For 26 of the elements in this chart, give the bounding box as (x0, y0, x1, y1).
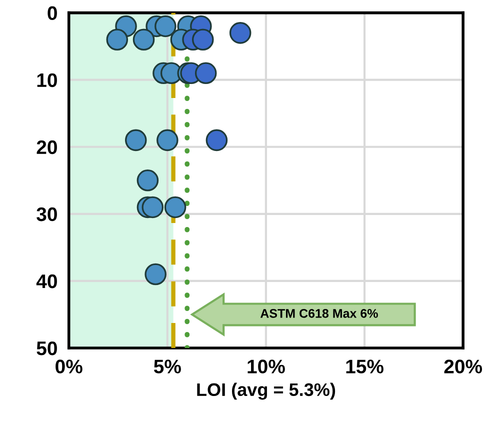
point (142, 196, 164, 218)
point (229, 22, 252, 44)
y-tick-label: 50 (36, 341, 57, 356)
point (132, 28, 155, 51)
x-tick-label: 0% (56, 360, 82, 374)
x-tick-label: 20% (444, 360, 482, 374)
point (156, 129, 178, 152)
point (136, 170, 159, 192)
y-tick-label: 40 (36, 274, 57, 288)
point (106, 28, 128, 51)
x-axis-title: LOI (avg = 5.3%) (197, 382, 336, 400)
point (192, 28, 214, 51)
point (154, 15, 176, 38)
point (194, 62, 217, 84)
y-tick-label: 0 (48, 6, 57, 20)
point (164, 196, 186, 218)
x-tick-label: 10% (248, 360, 285, 374)
x-tick-label: 15% (346, 360, 384, 374)
y-tick-label: 10 (37, 73, 57, 88)
y-tick-label: 20 (36, 140, 57, 154)
annotation: ASTM C618 Max 6% (260, 308, 378, 318)
point (206, 129, 228, 152)
x-tick-label: 5% (154, 360, 181, 374)
point (144, 263, 166, 286)
point (124, 129, 147, 152)
y-tick-label: 30 (36, 207, 57, 222)
